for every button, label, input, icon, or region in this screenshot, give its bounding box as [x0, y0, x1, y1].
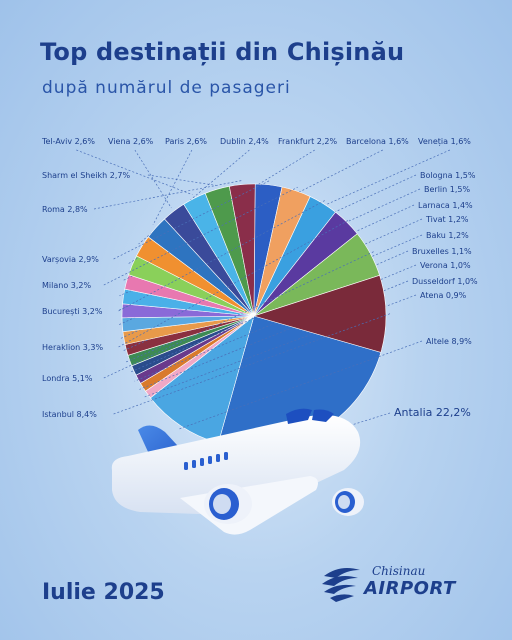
label-berlin: Berlin 1,5% — [424, 185, 470, 194]
page-subtitle: după numărul de pasageri — [42, 78, 291, 98]
label-verona: Verona 1,0% — [420, 261, 471, 270]
label-larnaca: Larnaca 1,4% — [418, 201, 473, 210]
label-sharm-el-sheikh: Sharm el Sheikh 2,7% — [42, 171, 130, 180]
label-heraklion: Heraklion 3,3% — [42, 343, 103, 352]
leader-line-roma — [93, 180, 242, 210]
label-frankfurt: Frankfurt 2,2% — [278, 137, 337, 146]
leader-line-tel-aviv — [76, 149, 193, 196]
leader-line-verona — [134, 264, 417, 382]
airport-logo: Chisinau AIRPORT — [320, 560, 470, 610]
leader-line-viena — [134, 149, 172, 209]
label-istanbul: Istanbul 8,4% — [42, 410, 97, 419]
leader-line-londra — [103, 251, 374, 379]
label-bologna: Bologna 1,5% — [420, 171, 476, 180]
leader-line-istanbul — [113, 313, 391, 415]
leader-line-bucure-ti — [118, 199, 326, 312]
label-antalia: Antalia 22,2% — [394, 406, 471, 419]
label-viena: Viena 2,6% — [108, 137, 154, 146]
label-paris: Paris 2,6% — [165, 137, 207, 146]
label-milano: Milano 3,2% — [42, 281, 91, 290]
page-title: Top destinații din Chișinău — [40, 38, 405, 66]
label-dusseldorf: Dusseldorf 1,0% — [412, 277, 478, 286]
label-atena: Atena 0,9% — [420, 291, 467, 300]
logo-text-top: Chisinau — [372, 564, 426, 578]
label-baku: Baku 1,2% — [426, 231, 469, 240]
label-altele: Altele 8,9% — [426, 337, 472, 346]
logo-text-bottom: AIRPORT — [364, 578, 456, 599]
label-vene-ia: Veneția 1,6% — [418, 137, 471, 147]
leader-line-milano — [103, 186, 298, 286]
leader-line-altele — [178, 340, 423, 430]
leader-line-heraklion — [118, 219, 350, 348]
label-tivat: Tivat 1,2% — [425, 215, 469, 224]
label-bruxelles: Bruxelles 1,1% — [412, 247, 472, 256]
label-var-ovia: Varșovia 2,9% — [42, 255, 99, 265]
logo-wings-icon — [322, 568, 360, 602]
label-londra: Londra 5,1% — [42, 374, 93, 383]
label-roma: Roma 2,8% — [42, 205, 88, 214]
leader-line-sharm-el-sheikh — [147, 174, 217, 186]
pie-slice-istanbul — [252, 274, 387, 353]
period-label: Iulie 2025 — [42, 580, 165, 605]
label-barcelona: Barcelona 1,6% — [346, 137, 409, 146]
label-dublin: Dublin 2,4% — [220, 137, 269, 146]
label-tel-aviv: Tel-Aviv 2,6% — [41, 137, 95, 146]
leader-line-var-ovia — [113, 180, 270, 260]
leader-line-bruxelles — [130, 250, 409, 373]
label-bucure-ti: București 3,2% — [42, 307, 103, 317]
